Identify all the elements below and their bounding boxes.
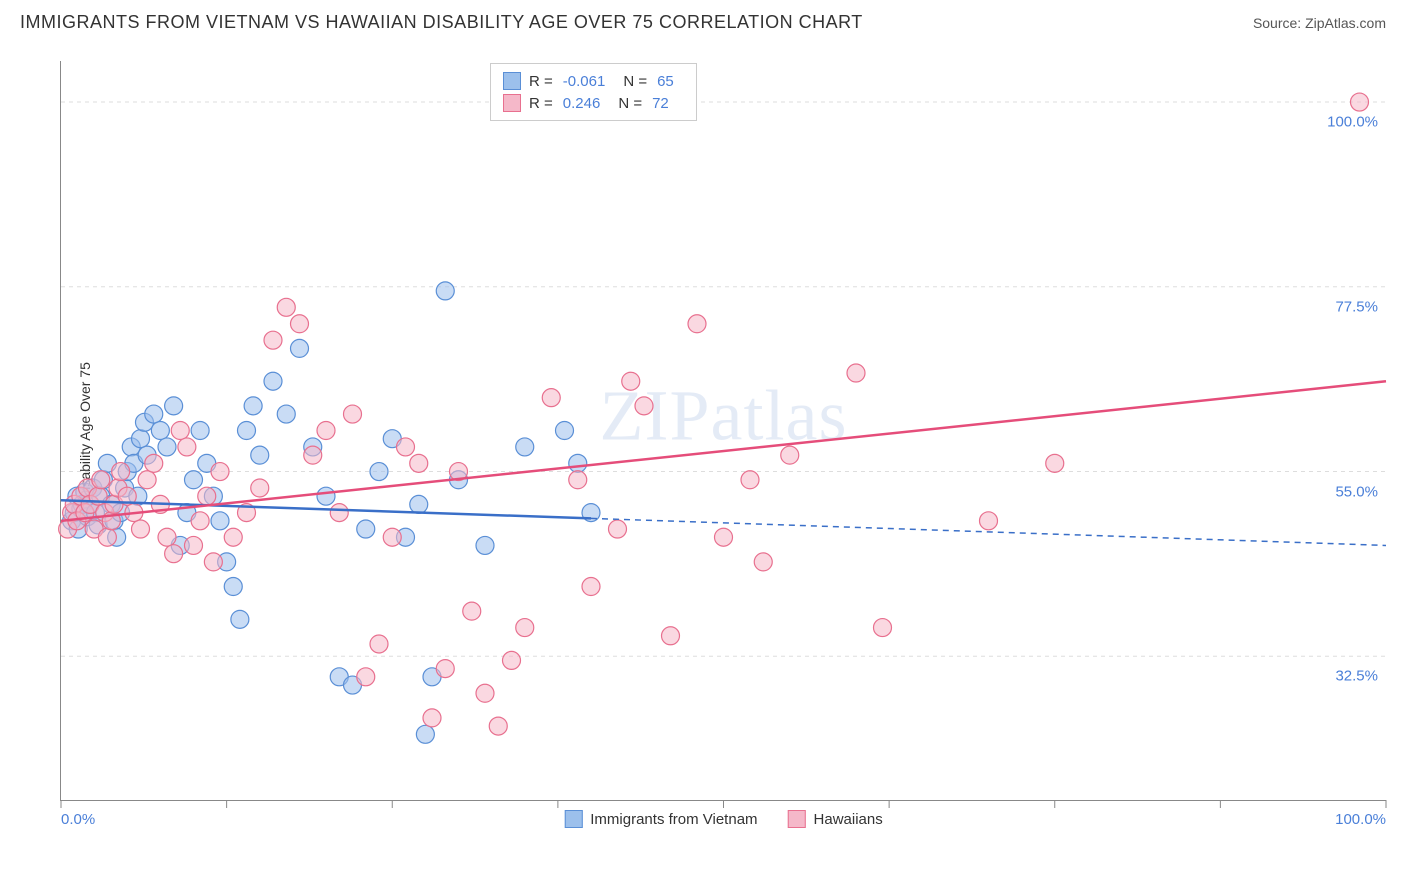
plot-area: Disability Age Over 75 ZIPatlas 0.0% 100…	[60, 61, 1386, 801]
legend-item-vietnam: Immigrants from Vietnam	[564, 810, 757, 828]
swatch-icon	[503, 94, 521, 112]
header: IMMIGRANTS FROM VIETNAM VS HAWAIIAN DISA…	[0, 0, 1406, 41]
stat-n-label: N =	[623, 73, 647, 90]
swatch-icon	[788, 810, 806, 828]
legend-top: R = -0.061 N = 65 R = 0.246 N = 72	[490, 63, 697, 121]
y-tick-label: 32.5%	[1335, 668, 1378, 685]
swatch-icon	[564, 810, 582, 828]
y-tick-label: 77.5%	[1335, 298, 1378, 315]
stat-r-label: R =	[529, 73, 553, 90]
x-axis-max-label: 100.0%	[1335, 811, 1386, 828]
chart-title: IMMIGRANTS FROM VIETNAM VS HAWAIIAN DISA…	[20, 12, 863, 33]
plot-svg	[61, 61, 1386, 800]
stat-n-value: 72	[652, 95, 669, 112]
source-label: Source: ZipAtlas.com	[1253, 15, 1386, 31]
stat-r-value: -0.061	[563, 73, 606, 90]
legend-top-row-0: R = -0.061 N = 65	[503, 70, 684, 92]
chart-container: Disability Age Over 75 ZIPatlas 0.0% 100…	[60, 41, 1386, 831]
y-tick-label: 55.0%	[1335, 483, 1378, 500]
legend-label: Immigrants from Vietnam	[590, 811, 757, 828]
legend-label: Hawaiians	[814, 811, 883, 828]
stat-n-value: 65	[657, 73, 674, 90]
stat-r-value: 0.246	[563, 95, 601, 112]
x-axis-min-label: 0.0%	[61, 811, 95, 828]
swatch-icon	[503, 72, 521, 90]
y-tick-label: 100.0%	[1327, 114, 1378, 131]
legend-item-hawaiians: Hawaiians	[788, 810, 883, 828]
legend-bottom: Immigrants from Vietnam Hawaiians	[564, 810, 882, 828]
stat-r-label: R =	[529, 95, 553, 112]
legend-top-row-1: R = 0.246 N = 72	[503, 92, 684, 114]
stat-n-label: N =	[618, 95, 642, 112]
